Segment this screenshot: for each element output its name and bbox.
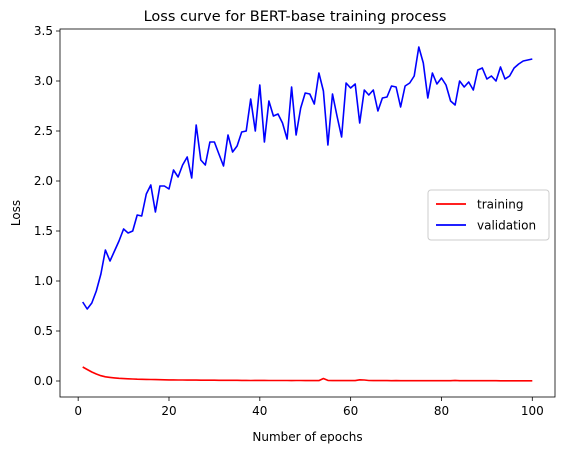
series-line-validation (82, 46, 533, 310)
x-axis-title: Number of epochs (252, 430, 362, 444)
y-tick-label: 1.5 (34, 224, 53, 238)
plot-frame (59, 28, 556, 398)
legend-label-validation: validation (477, 219, 536, 233)
legend: training validation (427, 189, 550, 241)
legend-label-training: training (477, 198, 524, 212)
y-axis-title: Loss (9, 200, 23, 226)
x-tick-label: 60 (343, 404, 358, 418)
series-line-training (82, 366, 533, 382)
y-tick-label: 2.0 (34, 174, 53, 188)
chart-title: Loss curve for BERT-base training proces… (144, 9, 447, 25)
x-tick-label: 80 (434, 404, 449, 418)
series-layer (82, 46, 533, 382)
x-tick-label: 0 (74, 404, 82, 418)
y-tick-label: 3.5 (34, 24, 53, 38)
x-axis: 0 20 40 60 80 100 (74, 397, 544, 418)
y-tick-label: 0.5 (34, 324, 53, 338)
x-tick-label: 20 (161, 404, 176, 418)
y-tick-label: 1.0 (34, 274, 53, 288)
legend-frame (427, 189, 550, 241)
y-tick-label: 2.5 (34, 124, 53, 138)
x-tick-label: 100 (521, 404, 544, 418)
y-tick-label: 0.0 (34, 374, 53, 388)
y-tick-label: 3.0 (34, 74, 53, 88)
x-tick-label: 40 (252, 404, 267, 418)
y-axis: 0.0 0.5 1.0 1.5 2.0 2.5 3.0 3.5 (34, 24, 60, 388)
